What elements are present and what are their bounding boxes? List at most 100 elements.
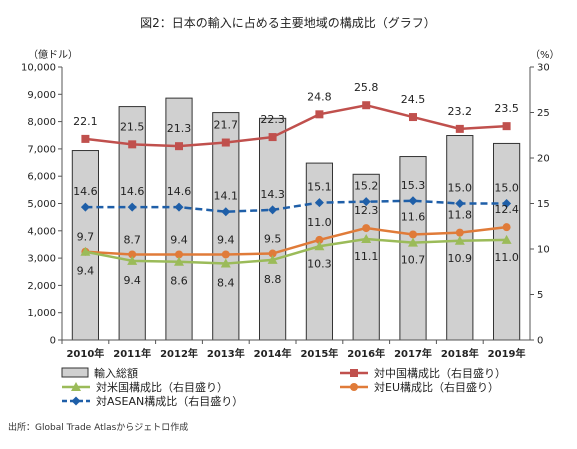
series-point-0 [128, 140, 137, 149]
bar-2012年 [165, 97, 193, 341]
series-point-2 [268, 249, 277, 258]
x-tick-label: 2014年 [254, 347, 292, 360]
series-point-2 [175, 250, 183, 259]
series-point-3 [501, 234, 512, 244]
series-point-3 [267, 254, 278, 264]
legend-swatch-marker [71, 382, 81, 391]
series-point-1 [408, 196, 418, 206]
plot-area: 0 1,000 2,000 3,000 4,000 5,000 6,000 7,000 8,00… [21, 63, 550, 361]
left-tick-label: 6,000 [27, 172, 56, 183]
source-note: 出所：Global Trade Atlasからジェトロ作成 [8, 423, 189, 433]
series-point-2 [409, 230, 417, 239]
legend-label: 対中国構成比（右目盛り） [374, 366, 506, 380]
data-label: 11.8 [448, 209, 473, 222]
series-point-0 [455, 124, 464, 133]
series-point-1 [268, 205, 278, 215]
data-label: 8.4 [217, 277, 235, 290]
right-tick-label: 20 [537, 154, 550, 165]
data-label: 21.5 [120, 120, 145, 133]
data-label: 9.4 [217, 233, 235, 246]
series-point-3 [361, 233, 372, 243]
legend-label: 対ASEAN構成比（右目盛り） [96, 394, 243, 408]
data-label: 15.2 [354, 180, 379, 193]
legend-label: 輸入総額 [94, 366, 138, 380]
series-point-0 [268, 133, 277, 142]
x-tick-label: 2011年 [113, 347, 151, 360]
chart-title: 図2：日本の輸入に占める主要地域の構成比（グラフ） [140, 15, 436, 30]
data-label: 15.0 [494, 182, 519, 195]
legend-label: 対EU構成比（右目盛り） [374, 380, 499, 394]
data-label: 11.1 [354, 250, 379, 263]
legend: 輸入総額 対中国構成比（右目盛り） 対ASEAN構成比（右目盛り） 対EU構成比（右目… [61, 366, 506, 408]
series-point-3 [80, 246, 91, 256]
series-point-2 [128, 250, 137, 259]
left-tick-label: 3,000 [27, 254, 56, 265]
series-point-0 [175, 142, 183, 151]
data-label: 15.1 [307, 181, 332, 194]
series-point-0 [362, 101, 371, 110]
series-point-3 [408, 237, 418, 247]
data-label: 11.0 [307, 216, 332, 229]
right-axis-unit: （%） [530, 49, 560, 61]
data-label: 12.3 [354, 204, 379, 217]
bar-2013年 [212, 112, 240, 341]
data-label: 15.0 [448, 182, 473, 195]
left-tick-label: 7,000 [27, 144, 56, 155]
data-label: 22.3 [260, 113, 285, 126]
data-label: 25.8 [354, 81, 379, 94]
left-tick-label: 4,000 [27, 226, 56, 237]
data-label: 21.3 [167, 122, 192, 135]
data-label: 12.4 [494, 203, 519, 216]
data-label: 14.1 [214, 190, 239, 203]
series-point-0 [81, 134, 90, 143]
series-point-2 [362, 224, 371, 233]
right-tick-label: 25 [537, 108, 550, 119]
x-tick-label: 2013年 [207, 347, 245, 360]
x-tick-label: 2019年 [488, 347, 526, 360]
series-point-3 [220, 258, 231, 268]
x-tick-label: 2010年 [66, 347, 104, 360]
series-line-0 [85, 103, 507, 148]
series-point-0 [502, 122, 511, 131]
series-line-2 [85, 225, 507, 256]
series-point-1 [174, 202, 184, 212]
data-label: 24.8 [307, 90, 332, 103]
series-point-1 [221, 207, 231, 217]
series-point-1 [127, 202, 137, 212]
data-label: 11.0 [494, 251, 519, 264]
legend-swatch-marker [71, 396, 81, 406]
data-label: 14.6 [73, 185, 98, 198]
data-label: 9.4 [170, 233, 188, 246]
x-tick-label: 2017年 [394, 347, 432, 360]
legend-label: 対米国構成比（右目盛り） [96, 380, 228, 394]
left-tick-label: 8,000 [27, 117, 56, 128]
x-tick-label: 2012年 [160, 347, 198, 360]
bar-2015年 [305, 162, 334, 341]
data-label: 9.7 [77, 231, 95, 244]
series-point-3 [454, 235, 465, 245]
data-label: 22.1 [73, 115, 98, 128]
data-label: 23.5 [494, 102, 519, 115]
data-label: 14.3 [260, 188, 285, 201]
data-label: 8.8 [264, 273, 282, 286]
data-label: 11.6 [401, 210, 426, 223]
data-label: 10.9 [448, 252, 473, 265]
left-tick-label: 5,000 [27, 199, 56, 210]
series-point-2 [455, 228, 464, 237]
series-point-2 [221, 250, 230, 259]
left-tick-label: 1,000 [27, 308, 56, 319]
series-point-1 [80, 202, 90, 212]
right-tick-label: 0 [537, 336, 543, 347]
series-point-2 [315, 235, 324, 244]
bar-2010年 [71, 150, 100, 341]
data-label: 10.3 [307, 257, 332, 270]
series-point-1 [361, 197, 371, 207]
right-tick-label: 15 [537, 199, 550, 210]
left-tick-label: 9,000 [27, 90, 56, 101]
right-tick-label: 5 [537, 290, 543, 301]
series-point-0 [221, 138, 230, 147]
series-point-3 [314, 241, 325, 251]
series-line-1 [85, 199, 507, 213]
data-label: 23.2 [448, 105, 473, 118]
data-label: 24.5 [401, 93, 426, 106]
